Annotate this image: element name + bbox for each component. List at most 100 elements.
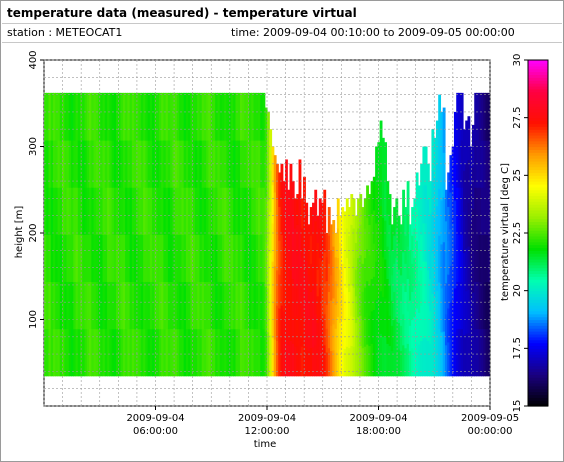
heatmap-cell <box>176 92 180 141</box>
heatmap-cell <box>282 278 286 312</box>
heatmap-cell <box>82 281 86 330</box>
colorbar-segment <box>528 351 548 355</box>
heatmap-cell <box>462 293 466 336</box>
heatmap-cell <box>465 205 469 249</box>
heatmap-cell <box>278 307 282 343</box>
heatmap-cell <box>282 213 286 247</box>
heatmap-cell <box>53 140 56 188</box>
y-tick-label: 200 <box>28 223 39 242</box>
heatmap-cell <box>267 155 270 201</box>
heatmap-cell <box>48 92 52 141</box>
heatmap-cell <box>221 187 225 235</box>
heatmap-cell <box>75 281 79 330</box>
heatmap-cell <box>339 295 342 323</box>
heatmap-cell <box>156 328 160 377</box>
heatmap-cell <box>125 187 128 235</box>
heatmap-cell <box>161 328 164 377</box>
heatmap-cell <box>296 345 300 377</box>
heatmap-cell <box>206 187 210 235</box>
heatmap-cell <box>120 140 124 188</box>
heatmap-cell <box>397 215 401 243</box>
heatmap-cell <box>116 187 119 235</box>
colorbar <box>527 59 549 407</box>
heatmap-cell <box>201 92 205 141</box>
heatmap-cell <box>305 289 309 319</box>
heatmap-cell <box>93 328 97 377</box>
heatmap-cell <box>251 234 255 283</box>
heatmap-cell <box>359 224 363 256</box>
heatmap-cell <box>453 199 457 245</box>
colorbar-segment <box>528 371 548 375</box>
heatmap-cell <box>174 234 178 283</box>
colorbar-segment <box>528 207 548 211</box>
heatmap-cell <box>255 234 259 283</box>
heatmap-cell <box>325 280 329 305</box>
heatmap-cell <box>422 261 426 300</box>
heatmap-cell <box>104 92 108 141</box>
heatmap-cell <box>327 207 331 236</box>
heatmap-cell <box>399 325 403 352</box>
heatmap-cell <box>57 234 61 283</box>
heatmap-cell <box>91 92 95 141</box>
heatmap-cell <box>107 92 110 141</box>
heatmap-cell <box>386 278 390 312</box>
heatmap-cell <box>165 140 169 188</box>
heatmap-cell <box>192 92 196 141</box>
heatmap-cell <box>330 300 333 326</box>
heatmap-cell <box>280 163 284 200</box>
heatmap-cell <box>68 234 72 283</box>
heatmap-cell <box>273 302 277 340</box>
heatmap-cell <box>384 220 387 260</box>
colorbar-segment <box>528 325 548 329</box>
heatmap-cell <box>140 328 144 377</box>
colorbar-segment <box>528 189 548 194</box>
heatmap-cell <box>406 213 410 247</box>
colorbar-segment <box>528 186 548 191</box>
heatmap-cell <box>420 305 424 341</box>
heatmap-cell <box>221 234 225 283</box>
heatmap-cell <box>323 344 327 377</box>
heatmap-cell <box>73 140 77 188</box>
heatmap-cell <box>413 227 417 259</box>
heatmap-cell <box>46 92 50 141</box>
heatmap-cell <box>393 319 396 349</box>
heatmap-cell <box>312 202 315 233</box>
heatmap-cell <box>170 328 173 377</box>
heatmap-cell <box>354 215 358 243</box>
heatmap-cell <box>276 340 279 377</box>
heatmap-cell <box>152 234 155 283</box>
heatmap-cell <box>66 92 70 141</box>
heatmap-cell <box>185 234 189 283</box>
heatmap-cell <box>318 198 322 229</box>
colorbar-segment <box>528 97 548 101</box>
heatmap-cell <box>46 281 50 330</box>
heatmap-cell <box>199 92 203 141</box>
heatmap-cell <box>75 187 79 235</box>
heatmap-cell <box>435 163 439 207</box>
heatmap-cell <box>312 260 315 290</box>
heatmap-cell <box>402 220 405 253</box>
heatmap-cell <box>224 187 228 235</box>
heatmap-cell <box>212 92 216 141</box>
heatmap-cell <box>282 181 286 215</box>
heatmap-cell <box>257 92 261 141</box>
heatmap-cell <box>134 92 137 141</box>
heatmap-cell <box>66 234 70 283</box>
heatmap-cell <box>323 220 327 253</box>
heatmap-cell <box>152 187 155 235</box>
heatmap-cell <box>285 231 288 269</box>
heatmap-cell <box>280 199 284 236</box>
heatmap-cell <box>84 281 88 330</box>
heatmap-cell <box>309 291 313 321</box>
heatmap-cell <box>237 92 241 141</box>
heatmap-cell <box>435 248 439 292</box>
heatmap-cell <box>77 187 81 235</box>
heatmap-cell <box>50 281 54 330</box>
heatmap-cell <box>194 234 198 283</box>
colorbar-segment <box>528 305 548 309</box>
heatmap-cell <box>89 92 92 141</box>
heatmap-cell <box>206 140 210 188</box>
heatmap-cell <box>228 281 232 330</box>
colorbar-segment <box>528 152 548 156</box>
heatmap-cell <box>424 222 428 262</box>
